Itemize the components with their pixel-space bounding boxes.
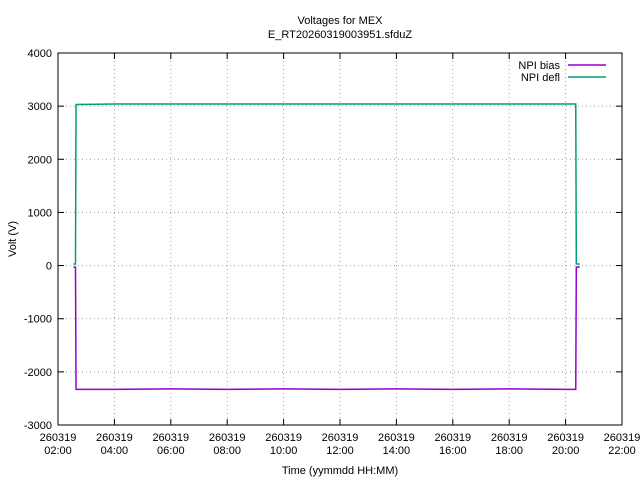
series-line <box>73 103 580 265</box>
x-tick-label: 260319 14:00 <box>378 432 415 457</box>
x-tick-label: 260319 22:00 <box>604 432 640 457</box>
chart-title: Voltages for MEX <box>298 15 384 27</box>
x-tick-label: 260319 20:00 <box>547 432 584 457</box>
y-tick-label: -2000 <box>24 367 52 379</box>
y-tick-label: 2000 <box>28 154 52 166</box>
x-tick-label: 260319 02:00 <box>40 432 77 457</box>
plot-frame <box>57 52 623 426</box>
chart-subtitle: E_RT20260319003951.sfduZ <box>268 29 412 41</box>
x-tick-label: 260319 10:00 <box>265 432 302 457</box>
y-tick-label: 1000 <box>28 207 52 219</box>
x-tick-label: 260319 18:00 <box>491 432 528 457</box>
y-axis-label: Volt (V) <box>7 221 19 257</box>
x-tick-label: 260319 04:00 <box>96 432 133 457</box>
x-tick-label: 260319 08:00 <box>209 432 246 457</box>
y-tick-label: 4000 <box>28 48 52 60</box>
legend-label: NPI defl <box>521 72 560 84</box>
x-tick-label: 260319 12:00 <box>322 432 359 457</box>
y-tick-label: 3000 <box>28 101 52 113</box>
y-tick-label: -3000 <box>24 420 52 432</box>
x-tick-label: 260319 16:00 <box>434 432 471 457</box>
series-line <box>73 266 580 391</box>
y-tick-label: 0 <box>46 261 52 273</box>
y-tick-label: -1000 <box>24 314 52 326</box>
x-axis-label: Time (yymmdd HH:MM) <box>282 465 398 477</box>
x-tick-label: 260319 06:00 <box>152 432 189 457</box>
legend-label: NPI bias <box>518 60 560 72</box>
